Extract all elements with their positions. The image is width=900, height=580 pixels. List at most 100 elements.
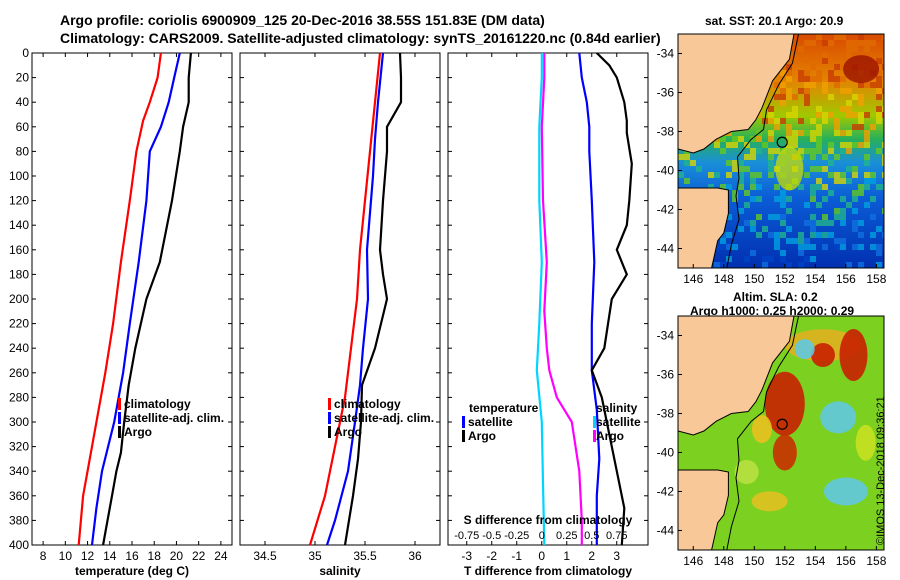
legend-label: Argo [468, 429, 496, 443]
sst-pixel [756, 232, 762, 238]
depth-tick-label: 320 [9, 440, 29, 454]
sst-pixel [810, 232, 816, 238]
sst-pixel [852, 226, 858, 232]
legend-swatch [462, 430, 465, 442]
sst-pixel [822, 196, 828, 202]
top-tick-label: -0.5 [482, 530, 501, 542]
sst-pixel [852, 220, 858, 226]
sst-pixel [882, 88, 884, 94]
sla-anomaly [810, 343, 835, 367]
sst-pixel [798, 76, 804, 82]
sst-pixel [840, 106, 846, 112]
sst-pixel [816, 70, 822, 76]
lat-tick-label: -36 [657, 86, 675, 100]
sst-pixel [882, 160, 884, 166]
sst-pixel [864, 136, 870, 142]
sst-pixel [768, 130, 774, 136]
top-tick-label: 0.5 [584, 530, 599, 542]
sst-pixel [756, 136, 762, 142]
series-satellite-adj-clim- [90, 52, 181, 546]
sst-pixel [882, 106, 884, 112]
sst-pixel [834, 208, 840, 214]
sst-pixel [732, 166, 738, 172]
sst-pixel [780, 196, 786, 202]
sst-pixel [762, 142, 768, 148]
sst-pixel [786, 238, 792, 244]
sst-pixel [882, 184, 884, 190]
legend-swatch [593, 430, 596, 442]
sst-pixel [804, 148, 810, 154]
sla-map [677, 315, 885, 551]
sst-pixel [828, 148, 834, 154]
sst-pixel [750, 196, 756, 202]
sla-anomaly [794, 339, 815, 360]
sst-pixel [840, 34, 846, 40]
sst-pixel [810, 148, 816, 154]
sst-pixel [858, 118, 864, 124]
sst-pixel [876, 106, 882, 112]
sst-pixel [822, 220, 828, 226]
sst-pixel [768, 256, 774, 262]
sst-pixel [774, 148, 780, 154]
sst-pixel [846, 148, 852, 154]
sst-pixel [804, 256, 810, 262]
sst-pixel [732, 196, 738, 202]
x-tick-label: 14 [103, 549, 117, 563]
sst-map [677, 33, 885, 269]
sst-pixel [858, 82, 864, 88]
sst-pixel [840, 244, 846, 250]
lon-tick-label: 148 [714, 272, 734, 286]
sst-pixel [714, 244, 720, 250]
sst-pixel [726, 184, 732, 190]
chart-title-line1: Argo profile: coriolis 6900909_125 20-De… [60, 12, 545, 28]
sst-tongue [775, 146, 804, 191]
sst-pixel [864, 142, 870, 148]
sst-pixel [840, 238, 846, 244]
sst-pixel [792, 238, 798, 244]
top-tick-label: 0.25 [556, 530, 577, 542]
depth-tick-label: 20 [16, 71, 30, 85]
sst-pixel [858, 220, 864, 226]
legend-label: satellite-adj. clim. [124, 411, 224, 425]
sst-pixel [780, 94, 786, 100]
sst-pixel [822, 88, 828, 94]
sst-pixel [786, 64, 792, 70]
sst-pixel [684, 178, 690, 184]
sst-pixel [708, 184, 714, 190]
legend-swatch [328, 426, 331, 438]
sst-pixel [792, 130, 798, 136]
sst-pixel [714, 262, 720, 268]
sst-pixel [792, 136, 798, 142]
sst-pixel [798, 130, 804, 136]
sst-pixel [840, 130, 846, 136]
sla-anomaly [839, 329, 868, 381]
sst-pixel [858, 34, 864, 40]
sst-pixel [786, 124, 792, 130]
sst-pixel [846, 166, 852, 172]
sst-pixel [690, 160, 696, 166]
sst-pixel [834, 238, 840, 244]
sst-pixel [816, 112, 822, 118]
sst-pixel [726, 142, 732, 148]
sst-pixel [750, 136, 756, 142]
sst-pixel [774, 184, 780, 190]
sst-pixel [786, 112, 792, 118]
chart-title-line2: Climatology: CARS2009. Satellite-adjuste… [60, 30, 661, 46]
legend-label: satellite [468, 415, 513, 429]
sst-pixel [822, 232, 828, 238]
sst-pixel [762, 226, 768, 232]
sla-anomaly [823, 477, 868, 506]
lat-tick-label: -44 [657, 242, 675, 256]
sst-pixel [768, 118, 774, 124]
sst-pixel [816, 142, 822, 148]
sst-pixel [816, 106, 822, 112]
sst-pixel [696, 166, 702, 172]
x-tick-label: 8 [40, 549, 47, 563]
sst-pixel [864, 178, 870, 184]
sst-pixel [726, 160, 732, 166]
sst-pixel [810, 118, 816, 124]
sst-pixel [750, 178, 756, 184]
sst-pixel [852, 124, 858, 130]
sst-pixel [864, 160, 870, 166]
sst-pixel [738, 178, 744, 184]
